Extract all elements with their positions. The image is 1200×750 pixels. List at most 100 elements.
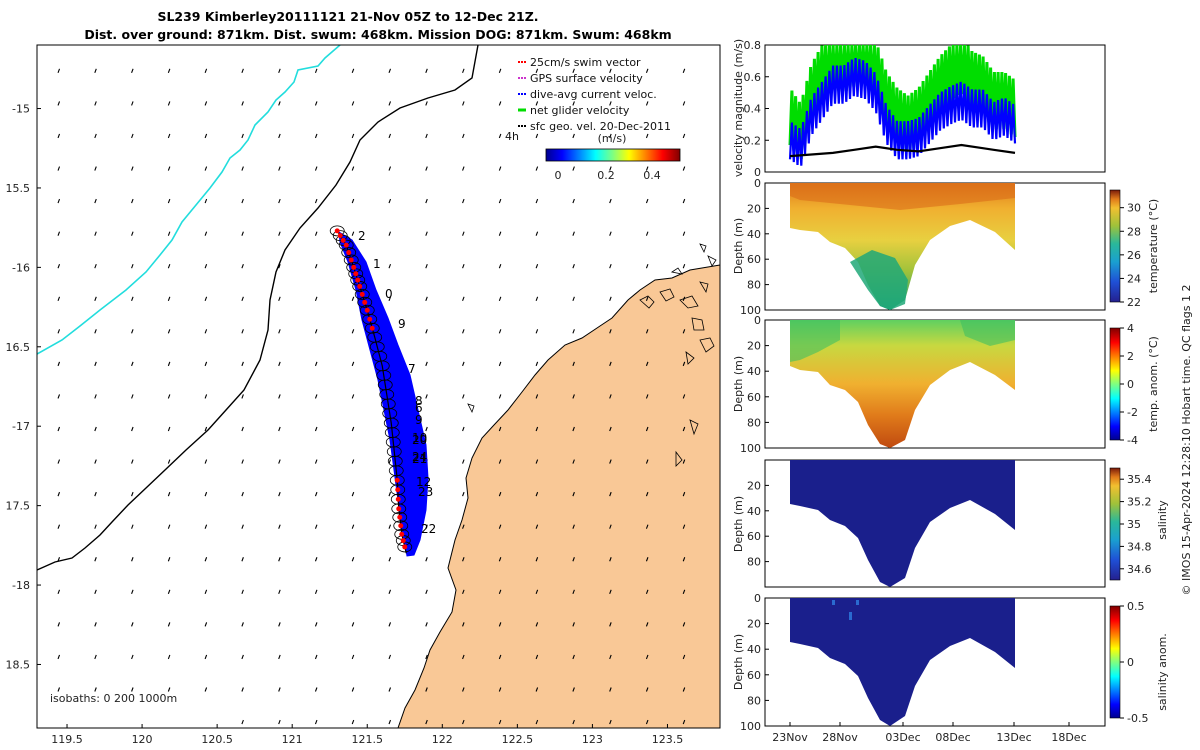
salinity-y-ticks: 20 40 60 80 [747, 479, 769, 569]
salinity-anomaly-section [790, 598, 1015, 726]
bathymetry-contour [37, 45, 479, 571]
velocity-ytick-0: 0 [754, 166, 761, 179]
map-ytick-5: 17.5 [6, 500, 31, 513]
waypoint-label-7: 9 [415, 413, 423, 427]
velocity-series-1 [788, 58, 1017, 166]
waypoint-label-2: 0 [385, 287, 393, 301]
map-xtick-5: 122 [432, 733, 453, 746]
temperature-ytick-1: 20 [747, 202, 761, 215]
map-ytick-3: 16.5 [6, 341, 31, 354]
temperature-cbtick-4: 30 [1127, 202, 1141, 215]
svg-text:dive-avg current veloc.: dive-avg current veloc. [530, 88, 657, 101]
temp-anomaly-ytick-3: 60 [747, 391, 761, 404]
salinity-anomaly-ytick-0: 0 [754, 592, 761, 605]
temperature-ytick-0: 0 [754, 177, 761, 190]
waypoint-label-13: 23 [418, 485, 433, 499]
title-line-2: Dist. over ground: 871km. Dist. swum: 46… [84, 27, 671, 42]
date-xtick-5: 18Dec [1051, 731, 1086, 744]
legend-item-swim-vector: 25cm/s swim vector [518, 56, 641, 69]
salinity-anomaly-cbtick-1: 0 [1127, 656, 1134, 669]
temp-anomaly-ytick-4: 80 [747, 416, 761, 429]
salinity-anomaly-y-ticks: 0 20 40 60 80 100 [740, 592, 769, 733]
temp-anomaly-ytick-1: 20 [747, 340, 761, 353]
temp-anomaly-cbtick-3: -2 [1127, 406, 1138, 419]
map-colorbar-tick-2: 0.4 [643, 169, 661, 182]
map-frame [36, 44, 721, 729]
title-line-1: SL239 Kimberley20111121 21-Nov 05Z to 12… [157, 9, 538, 24]
waypoint-label-8: 10 [412, 431, 427, 445]
salinity-colorbar-label: salinity [1156, 500, 1169, 540]
temp-anomaly-section [790, 320, 1015, 448]
temp-anomaly-ylabel: Depth (m) [732, 356, 745, 412]
map-ytick-2: -16 [12, 261, 30, 274]
salinity-ylabel: Depth (m) [732, 496, 745, 552]
temperature-ytick-5: 100 [740, 304, 761, 317]
legend-item-net-glider-velocity: net glider velocity [518, 104, 630, 117]
isobaths-label: isobaths: 0 200 1000m [50, 692, 177, 705]
copyright-note: © IMOS 15-Apr-2024 12:28:10 Hobart time.… [1180, 285, 1193, 596]
map-colorbar [545, 148, 681, 162]
svg-text:sfc geo. vel. 20-Dec-2011: sfc geo. vel. 20-Dec-2011 [530, 120, 671, 133]
waypoint-label-14: 22 [421, 522, 436, 536]
map-xtick-4: 121.5 [351, 733, 383, 746]
temp-anomaly-colorbar-ticks: 4 2 0 -2 -4 [1120, 322, 1138, 447]
salinity-panel: 20 40 60 80 Depth (m) 35.4 35.2 35 34.8 34.6 sa… [732, 459, 1169, 588]
map-ytick-6: -18 [12, 579, 30, 592]
temp-anomaly-ytick-2: 40 [747, 365, 761, 378]
date-xtick-1: 28Nov [822, 731, 858, 744]
map-ytick-1: 15.5 [6, 182, 31, 195]
velocity-y-ticks: 0 0.2 0.4 0.6 0.8 [744, 39, 769, 179]
salinity-anomaly-colorbar [1109, 605, 1121, 719]
temperature-warm-band [790, 183, 1015, 210]
velocity-series-2 [789, 143, 1016, 158]
salinity-anomaly-panel: 0 20 40 60 80 100 23Nov 28Nov 03Dec 08Dec 13Dec 18… [732, 592, 1169, 744]
salinity-colorbar-ticks: 35.4 35.2 35 34.8 34.6 [1120, 473, 1152, 576]
temperature-ytick-3: 60 [747, 253, 761, 266]
date-xtick-3: 08Dec [935, 731, 970, 744]
map-ytick-0: -15 [12, 103, 30, 116]
svg-text:25cm/s swim vector: 25cm/s swim vector [530, 56, 641, 69]
salinity-anomaly-ytick-1: 20 [747, 618, 761, 631]
temperature-colorbar-ticks: 22 24 26 28 30 [1120, 202, 1141, 309]
temp-anomaly-ytick-5: 100 [740, 442, 761, 455]
waypoint-label-3: 9 [398, 317, 406, 331]
cyan-track-line [37, 45, 341, 355]
svg-text:GPS surface velocity: GPS surface velocity [530, 72, 643, 85]
map-xtick-7: 123 [582, 733, 603, 746]
salinity-anomaly-ytick-4: 80 [747, 694, 761, 707]
surface-geo-velocity-field [57, 68, 686, 725]
map-y-ticks: -15 15.5 -16 16.5 -17 17.5 -18 18.5 [6, 103, 41, 671]
date-xtick-0: 23Nov [772, 731, 808, 744]
salinity-anomaly-blob-1 [832, 600, 835, 605]
map-legend: 25cm/s swim vector GPS surface velocity … [518, 56, 671, 133]
temperature-cbtick-0: 22 [1127, 296, 1141, 309]
salinity-cbtick-2: 35 [1127, 518, 1141, 531]
salinity-anomaly-cbtick-2: -0.5 [1127, 712, 1148, 725]
salinity-anomaly-colorbar-ticks: 0.5 0 -0.5 [1120, 600, 1148, 725]
temperature-cbtick-3: 28 [1127, 225, 1141, 238]
temp-anomaly-y-ticks: 0 20 40 60 80 100 [740, 314, 769, 455]
temp-anomaly-cbtick-1: 2 [1127, 350, 1134, 363]
waypoint-label-11: 21 [412, 452, 427, 466]
temperature-section [790, 183, 1015, 310]
map-colorbar-tick-0: 0 [555, 169, 562, 182]
coastline-islands [467, 243, 717, 467]
date-xtick-2: 03Dec [885, 731, 920, 744]
temperature-colorbar [1109, 189, 1121, 303]
salinity-ytick-0: 20 [747, 479, 761, 492]
temperature-colorbar-label: temperature (°C) [1147, 199, 1160, 293]
swim-vectors [334, 228, 408, 550]
salinity-anomaly-cbtick-0: 0.5 [1127, 600, 1145, 613]
map-xtick-8: 123.5 [652, 733, 684, 746]
velocity-ytick-1: 0.2 [744, 134, 762, 147]
map-xtick-2: 120.5 [201, 733, 233, 746]
glider-dive-loops [329, 225, 413, 553]
time-tag: 4h [505, 130, 519, 143]
temp-anomaly-green-top [790, 320, 1015, 362]
land-area [397, 264, 720, 728]
legend-item-sfc-geo-vel: sfc geo. vel. 20-Dec-2011 [518, 120, 671, 133]
map-x-ticks: 119.5 120 120.5 121 121.5 122 122.5 123 123.5 [51, 724, 683, 746]
